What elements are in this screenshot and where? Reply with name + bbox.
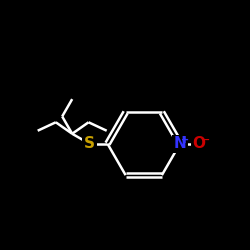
Text: O: O <box>192 136 205 151</box>
Text: +: + <box>182 135 190 145</box>
Text: N: N <box>174 136 186 151</box>
Text: S: S <box>84 136 95 151</box>
Text: −: − <box>201 135 210 145</box>
